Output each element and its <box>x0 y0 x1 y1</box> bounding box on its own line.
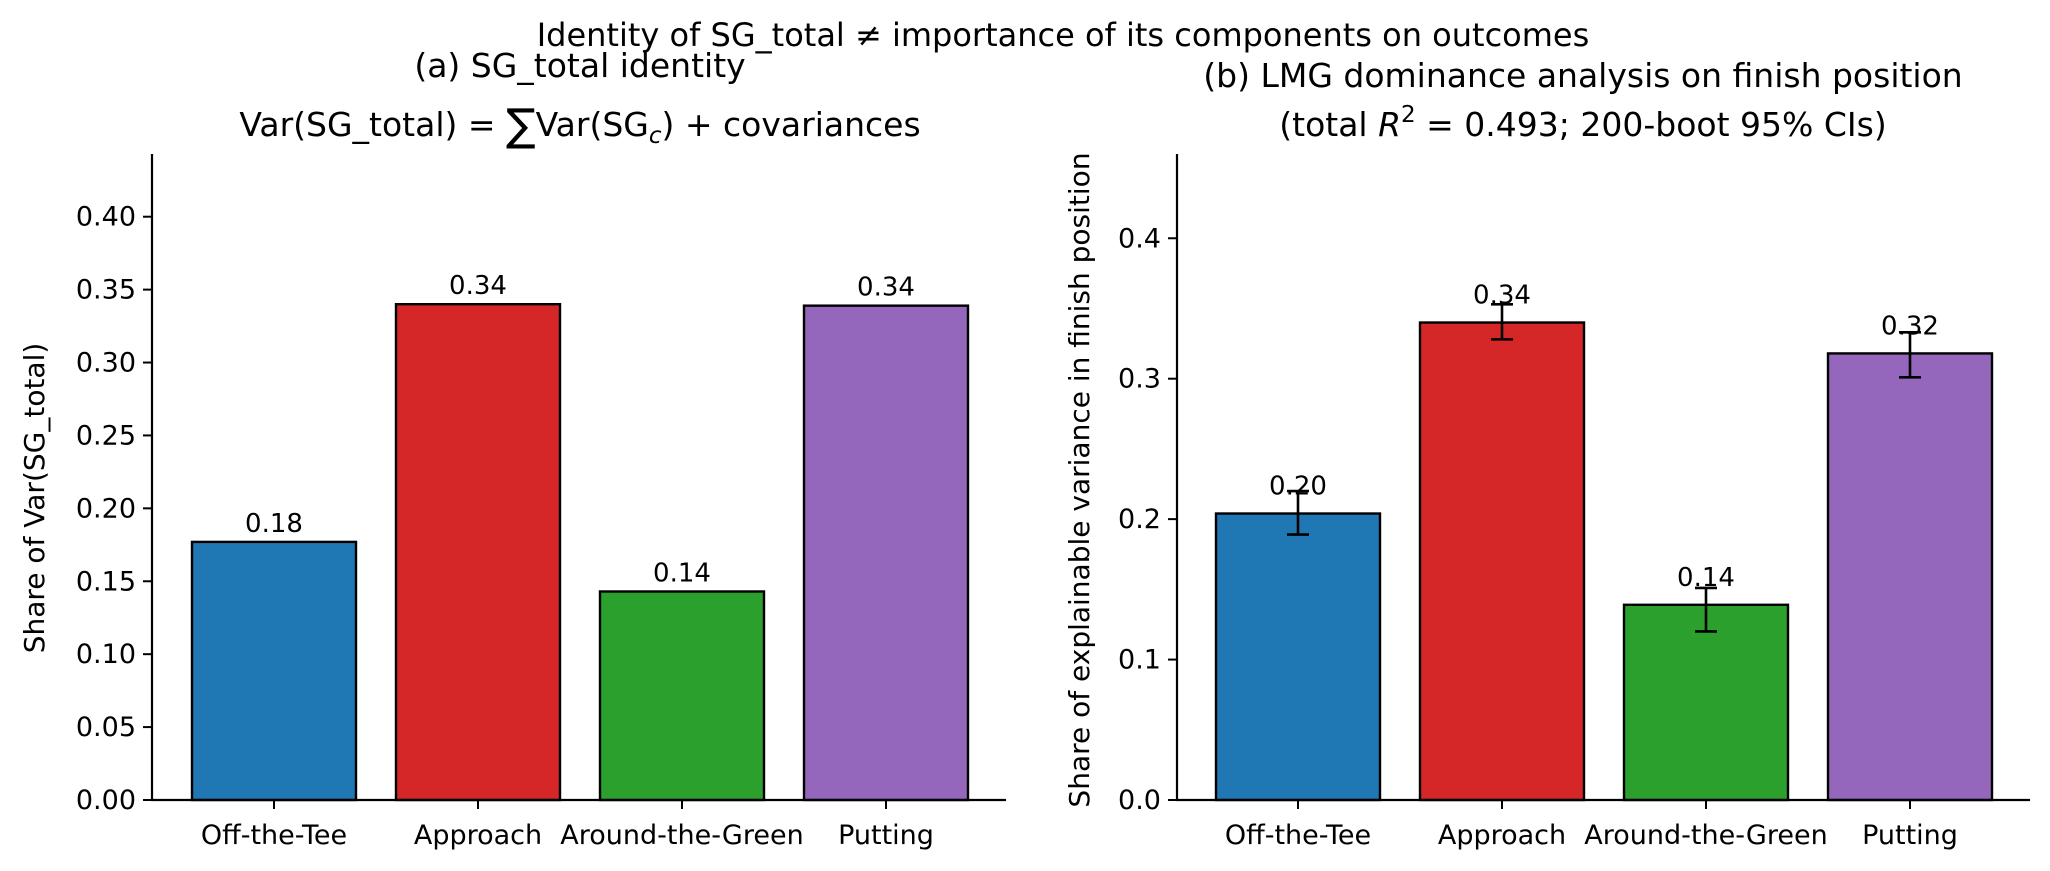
panel-a-bars <box>190 302 970 802</box>
panel-a-title-sum: ∑ <box>506 100 536 151</box>
panel-b-bar-off-the-tee <box>1214 512 1382 802</box>
panel-a-ytick-label: 0.00 <box>76 785 136 816</box>
panel-a-title-line1: (a) SG_total identity <box>414 46 745 85</box>
panel-a-xtick-label: Off-the-Tee <box>201 820 347 851</box>
panel-b-xtick-label: Putting <box>1862 820 1958 851</box>
panel-a-x-axis-ticks: Off-the-Tee Approach Around-the-Green Putti… <box>201 800 934 851</box>
panel-b-data-labels: 0.20 0.34 0.14 0.32 <box>1269 281 1939 593</box>
panel-a-xtick-label: Putting <box>838 820 934 851</box>
panel-b-ytick-label: 0.0 <box>1118 785 1161 816</box>
panel-b-ytick-label: 0.3 <box>1118 364 1161 395</box>
panel-a-ytick-label: 0.25 <box>76 420 136 451</box>
panel-a-xtick-label: Around-the-Green <box>560 820 803 851</box>
panel-b-title-post: = 0.493; 200-boot 95% CIs) <box>1416 105 1887 144</box>
panel-a-bar-around-the-green <box>598 590 766 802</box>
panel-b-data-label: 0.20 <box>1269 472 1327 502</box>
panel-a-ytick-label: 0.35 <box>76 275 136 306</box>
panel-b-ytick-label: 0.1 <box>1118 645 1161 676</box>
panel-a-ytick-label: 0.05 <box>76 712 136 743</box>
panel-b-data-label: 0.34 <box>1473 281 1531 311</box>
panel-a-ytick-label: 0.20 <box>76 493 136 524</box>
panel-b-bar-putting <box>1826 352 1994 802</box>
panel-a-ytick-label: 0.15 <box>76 566 136 597</box>
panel-b-bar-approach <box>1418 321 1586 802</box>
panel-a-ytick-label: 0.30 <box>76 348 136 379</box>
panel-a-data-label: 0.34 <box>857 273 915 303</box>
panel-b-data-label: 0.32 <box>1881 311 1939 341</box>
panel-b-bar-around-the-green <box>1622 603 1790 802</box>
panel-a-ytick-label: 0.40 <box>76 202 136 233</box>
panel-b-x-axis-ticks: Off-the-Tee Approach Around-the-Green Putti… <box>1225 800 1958 851</box>
panel-b-error-bars <box>1287 302 1921 633</box>
panel-b-ytick-label: 0.4 <box>1118 223 1161 254</box>
panel-a-xtick-label: Approach <box>414 820 542 851</box>
panel-a-title-var-total: Var(SG_total) <box>239 105 457 144</box>
panel-a-ylabel: Share of Var(SG_total) <box>18 343 51 654</box>
panel-b-title-sup: 2 <box>1401 102 1416 128</box>
panel-b-ylabel: Share of explainable variance in finish … <box>1063 152 1096 807</box>
panel-b-ytick-label: 0.2 <box>1118 504 1161 535</box>
panel-a-bar-putting <box>802 304 970 802</box>
panel-b-xtick-label: Approach <box>1438 820 1566 851</box>
panel-a-title-var: Var(SG <box>536 105 649 144</box>
panel-a-data-labels: 0.18 0.34 0.14 0.34 <box>245 271 915 588</box>
panel-b: (b) LMG dominance analysis on finish pos… <box>1063 56 2030 851</box>
panel-b-title-line1: (b) LMG dominance analysis on finish pos… <box>1203 56 1962 95</box>
panel-a-title-line2: Var(SG_total) = ∑Var(SGc) + covariances <box>239 100 920 151</box>
panel-a-title-equals: = <box>457 105 506 144</box>
panel-b-title-line2: (total R2 = 0.493; 200-boot 95% CIs) <box>1279 102 1886 144</box>
panel-a-title-post: ) + covariances <box>662 105 921 144</box>
panel-b-title-r: R <box>1378 105 1401 144</box>
figure-suptitle: Identity of SG_total ≠ importance of its… <box>537 16 1590 54</box>
panel-a-data-label: 0.34 <box>449 271 507 301</box>
panel-a-bar-approach <box>394 302 562 802</box>
panel-a-ytick-label: 0.10 <box>76 639 136 670</box>
panel-a-bar-off-the-tee <box>190 540 358 802</box>
panel-a-title-sub: c <box>649 123 662 149</box>
panel-b-y-axis-ticks: 0.0 0.1 0.2 0.3 0.4 <box>1118 223 1177 816</box>
panel-a-y-axis-ticks: 0.00 0.05 0.10 0.15 0.20 0.25 0.30 0.35 0.40 <box>76 202 152 816</box>
panel-b-xtick-label: Off-the-Tee <box>1225 820 1371 851</box>
panel-a-data-label: 0.18 <box>245 509 303 539</box>
panel-a: (a) SG_total identity Var(SG_total) = ∑V… <box>18 46 1006 851</box>
panel-b-data-label: 0.14 <box>1677 563 1735 593</box>
panel-b-xtick-label: Around-the-Green <box>1584 820 1827 851</box>
panel-b-bars <box>1214 321 1994 802</box>
panel-a-data-label: 0.14 <box>653 558 711 588</box>
panel-b-title-pre: (total <box>1279 105 1378 144</box>
